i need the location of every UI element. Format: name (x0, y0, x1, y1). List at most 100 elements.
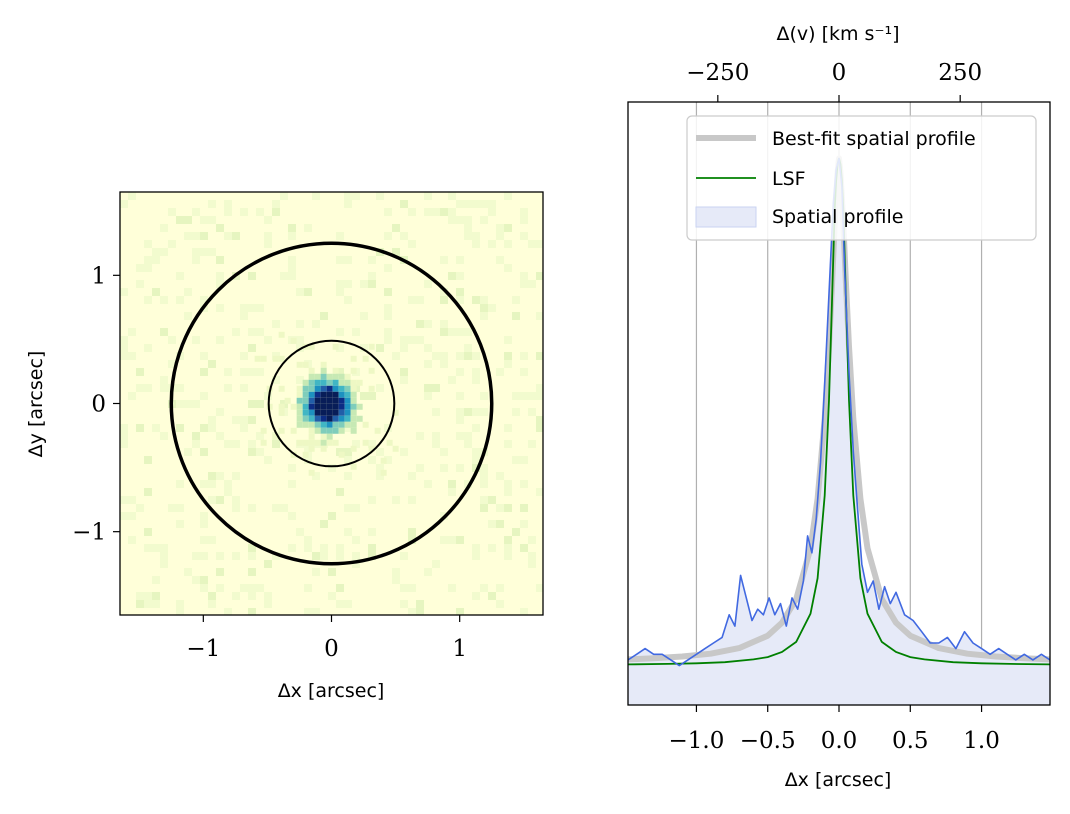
source-pixel (338, 391, 345, 398)
profile-x-ticks: −1.0 −0.5 0.0 0.5 1.0 (669, 705, 1000, 754)
noise-pixel (248, 584, 256, 592)
source-pixel (314, 427, 321, 434)
noise-pixel (440, 352, 448, 360)
noise-pixel (400, 200, 408, 208)
noise-pixel (264, 560, 272, 568)
noise-pixel (216, 584, 224, 592)
noise-pixel (288, 256, 296, 264)
noise-pixel (216, 552, 224, 560)
source-pixel (332, 385, 339, 392)
noise-pixel (520, 216, 528, 224)
noise-pixel (264, 592, 272, 600)
source-pixel (356, 403, 363, 410)
source-pixel (290, 403, 297, 410)
source-pixel (308, 403, 315, 410)
noise-pixel (200, 368, 208, 376)
noise-pixel (200, 480, 208, 488)
noise-pixel (128, 352, 136, 360)
noise-pixel (216, 224, 224, 232)
noise-pixel (192, 208, 200, 216)
noise-pixel (480, 584, 488, 592)
source-pixel (314, 421, 321, 428)
source-pixel (302, 415, 309, 422)
noise-pixel (168, 504, 176, 512)
noise-pixel (352, 536, 360, 544)
noise-pixel (192, 336, 200, 344)
noise-pixel (304, 224, 312, 232)
noise-pixel (288, 224, 296, 232)
source-pixel (314, 391, 321, 398)
source-pixel (350, 421, 357, 428)
source-pixel (320, 409, 327, 416)
noise-pixel (424, 568, 432, 576)
source-pixel (296, 403, 303, 410)
source-pixel (338, 451, 345, 458)
source-pixel (350, 409, 357, 416)
source-pixel (308, 409, 315, 416)
noise-pixel (120, 424, 128, 432)
source-pixel (344, 385, 351, 392)
noise-pixel (376, 344, 384, 352)
noise-pixel (400, 336, 408, 344)
noise-pixel (416, 608, 424, 615)
noise-pixel (176, 608, 184, 615)
noise-pixel (456, 352, 464, 360)
noise-pixel (320, 520, 328, 528)
noise-pixel (288, 464, 296, 472)
noise-pixel (336, 344, 344, 352)
noise-pixel (472, 408, 480, 416)
noise-pixel (480, 408, 488, 416)
noise-pixel (344, 600, 352, 608)
noise-pixel (248, 304, 256, 312)
noise-pixel (136, 368, 144, 376)
noise-pixel (232, 592, 240, 600)
source-pixel (338, 373, 345, 380)
noise-pixel (168, 240, 176, 248)
noise-pixel (208, 248, 216, 256)
noise-pixel (512, 528, 520, 536)
noise-pixel (200, 536, 208, 544)
source-pixel (326, 397, 333, 404)
noise-pixel (536, 352, 543, 360)
source-pixel (362, 421, 369, 428)
noise-pixel (288, 480, 296, 488)
noise-pixel (440, 536, 448, 544)
source-pixel (260, 439, 267, 446)
noise-pixel (248, 552, 256, 560)
noise-pixel (432, 440, 440, 448)
source-pixel (314, 379, 321, 386)
noise-pixel (248, 440, 256, 448)
noise-pixel (144, 344, 152, 352)
noise-pixel (504, 352, 512, 360)
source-pixel (320, 403, 327, 410)
noise-pixel (232, 328, 240, 336)
noise-pixel (504, 336, 512, 344)
source-pixel (332, 415, 339, 422)
noise-pixel (472, 424, 480, 432)
noise-pixel (520, 520, 528, 528)
noise-pixel (160, 544, 168, 552)
noise-pixel (224, 440, 232, 448)
noise-pixel (216, 432, 224, 440)
noise-pixel (464, 408, 472, 416)
source-pixel (278, 403, 285, 410)
noise-pixel (208, 600, 216, 608)
noise-pixel (352, 504, 360, 512)
source-pixel (344, 403, 351, 410)
noise-pixel (496, 224, 504, 232)
noise-pixel (472, 448, 480, 456)
noise-pixel (488, 208, 496, 216)
noise-pixel (176, 504, 184, 512)
noise-pixel (336, 256, 344, 264)
image-x-tick-label: −1 (186, 636, 220, 662)
noise-pixel (344, 472, 352, 480)
source-pixel (332, 373, 339, 380)
noise-pixel (232, 504, 240, 512)
source-pixel (308, 379, 315, 386)
noise-pixel (200, 448, 208, 456)
source-pixel (308, 397, 315, 404)
source-pixel (302, 439, 309, 446)
source-pixel (320, 445, 327, 452)
noise-pixel (120, 344, 128, 352)
source-pixel (302, 421, 309, 428)
